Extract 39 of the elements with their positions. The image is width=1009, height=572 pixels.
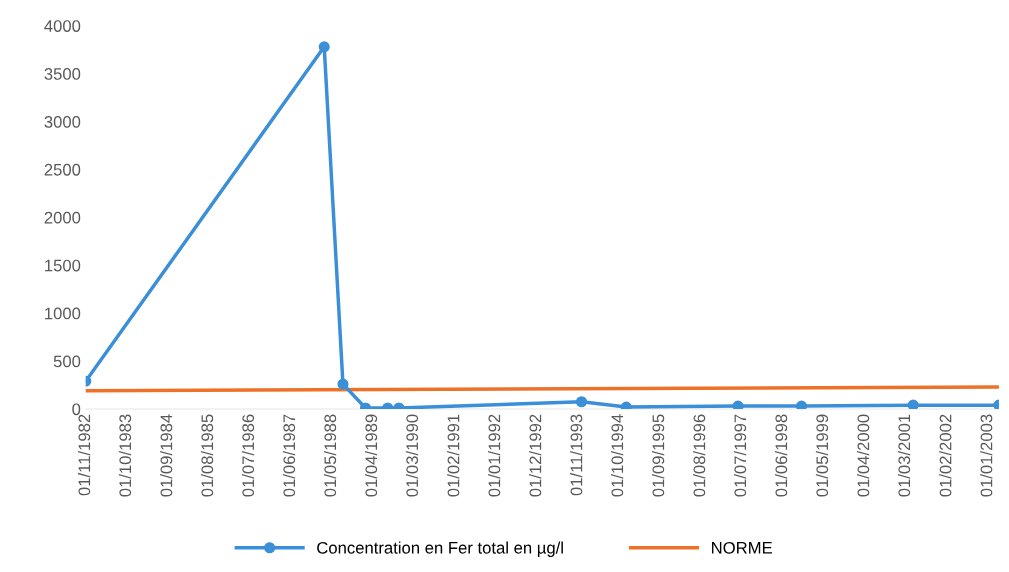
x-tick-label: 01/12/1992	[529, 414, 542, 497]
x-tick-label: 01/11/1993	[570, 414, 583, 496]
y-tick-label: 3500	[44, 68, 81, 80]
x-tick-label: 01/08/1996	[693, 414, 706, 497]
x-tick-label: 01/11/1982	[78, 414, 91, 496]
y-tick-label: 1000	[45, 307, 81, 320]
y-tick-label: 500	[53, 355, 81, 368]
point	[575, 396, 588, 408]
x-tick-label: 01/02/1991	[447, 414, 460, 497]
point	[732, 400, 744, 409]
x-tick-label: 01/01/2003	[980, 414, 993, 497]
x-tick-label: 01/01/1992	[488, 414, 501, 497]
x-tick-label: 01/04/1989	[364, 414, 378, 497]
x-tick-label: 01/07/1986	[241, 414, 255, 497]
point	[337, 378, 349, 390]
legend-label: NORME	[712, 541, 772, 554]
x-tick-label: 01/05/1988	[323, 414, 337, 497]
x-tick-label: 01/06/1998	[774, 414, 788, 497]
x-tick-label: 01/10/1983	[118, 414, 132, 497]
x-tick-label: 01/03/1990	[405, 414, 419, 497]
x-tick-label: 01/08/1985	[200, 414, 214, 497]
x-tick-label: 01/03/2001	[897, 414, 911, 497]
x-tick-label: 01/09/1995	[652, 414, 665, 497]
x-tick-label: 01/10/1994	[610, 414, 624, 497]
legend-label: Concentration en Fer total en µg/l	[317, 541, 563, 557]
x-tick-label: 01/04/2000	[857, 414, 870, 497]
y-tick-label: 1500	[45, 259, 81, 272]
x-tick-label: 01/09/1984	[160, 414, 173, 497]
x-tick-label: 01/06/1987	[282, 414, 296, 497]
x-tick-label: 01/02/2002	[939, 414, 952, 497]
y-tick-label: 2500	[44, 163, 81, 176]
point	[907, 399, 919, 409]
point	[318, 41, 330, 53]
x-tick-label: 01/05/1999	[815, 414, 829, 497]
y-tick-label: 2000	[44, 211, 81, 224]
y-tick-label: 0	[72, 403, 81, 416]
y-tick-label: 3000	[44, 115, 81, 128]
x-tick-label: 01/07/1997	[733, 414, 747, 497]
y-tick-label: 4000	[44, 20, 81, 32]
